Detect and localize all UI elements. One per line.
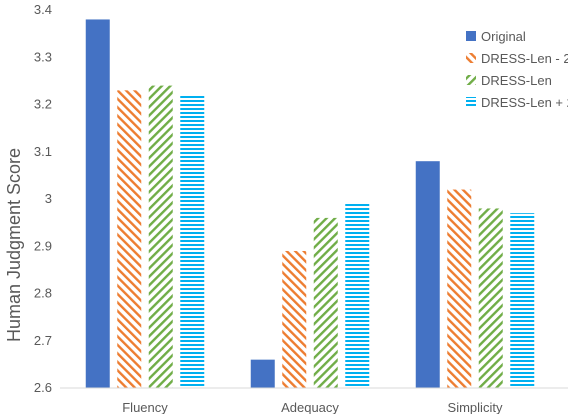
bar-simplicity-dress-len-2 [447,189,472,388]
bar-adequacy-dress-len-2 [345,203,370,388]
y-tick-label: 2.8 [34,286,52,301]
y-tick-label: 3.3 [34,49,52,64]
y-tick-label: 3.2 [34,97,52,112]
y-tick-label: 2.9 [34,238,52,253]
legend-label: DRESS-Len - 2 [481,51,568,66]
y-tick-label: 3.4 [34,2,52,17]
bar-adequacy-original [250,359,275,388]
y-tick-label: 3.1 [34,144,52,159]
y-tick-label: 2.7 [34,333,52,348]
x-axis-categories: Fluency Adequacy Simplicity [122,400,503,414]
bars [85,19,535,389]
bar-fluency-dress-len [148,85,173,388]
legend-label: DRESS-Len [481,73,552,88]
bar-simplicity-dress-len [478,208,503,388]
x-category-label: Adequacy [281,400,339,414]
y-tick-label: 2.6 [34,380,52,395]
legend-label: Original [481,29,526,44]
y-tick-label: 3 [45,191,52,206]
bar-fluency-dress-len-2 [180,95,205,389]
legend: Original DRESS-Len - 2 DRESS-Len DRESS-Len … [466,29,568,110]
y-axis-label-group: Human Judgment Score [4,148,24,342]
legend-swatch [466,31,476,41]
bar-adequacy-dress-len [313,217,338,388]
legend-swatch [466,53,476,63]
legend-swatch [466,97,476,107]
x-category-label: Fluency [122,400,168,414]
bar-fluency-original [85,19,110,388]
y-axis-ticks: 2.6 2.7 2.8 2.9 3 3.1 3.2 3.3 3.4 [34,2,52,395]
bar-simplicity-original [415,161,440,388]
bar-adequacy-dress-len-2 [282,250,307,388]
bar-fluency-dress-len-2 [117,90,142,388]
legend-label: DRESS-Len + 2 [481,95,568,110]
bar-simplicity-dress-len-2 [510,213,535,388]
legend-swatch [466,75,476,85]
y-axis-label: Human Judgment Score [4,148,24,342]
x-category-label: Simplicity [448,400,503,414]
